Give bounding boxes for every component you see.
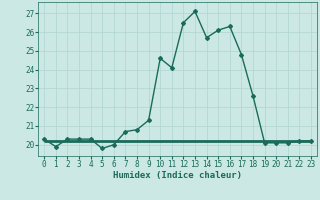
X-axis label: Humidex (Indice chaleur): Humidex (Indice chaleur) [113,171,242,180]
